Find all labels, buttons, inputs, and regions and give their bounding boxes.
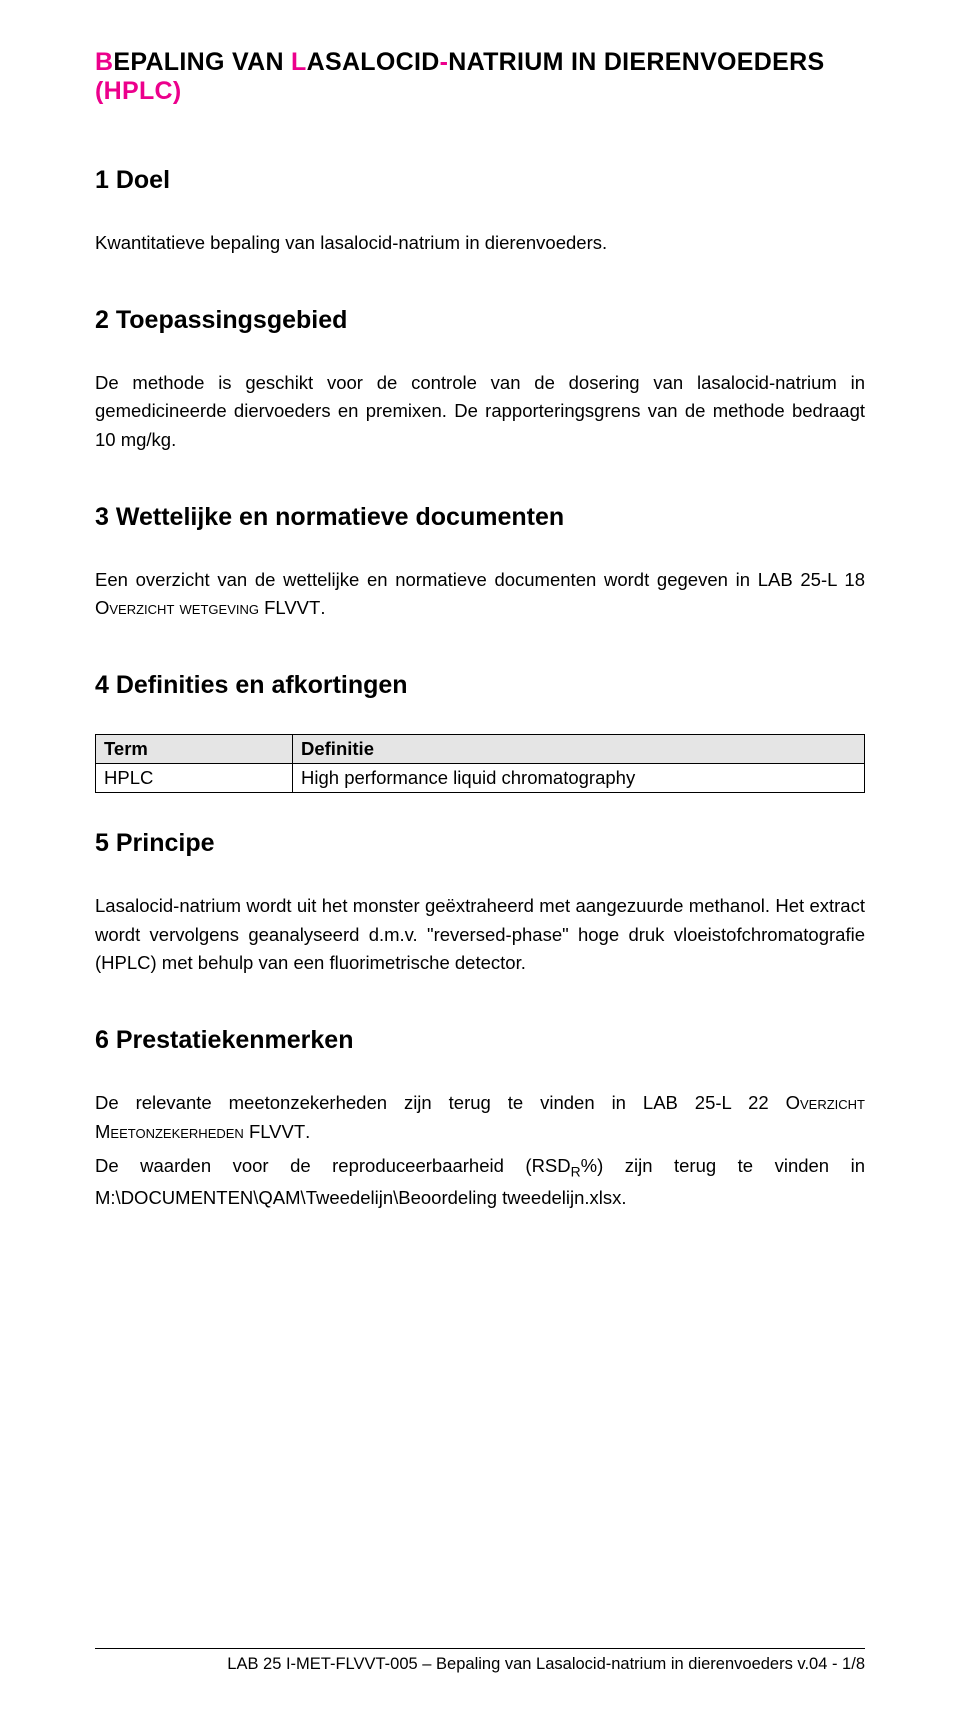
table-header-cell: Term (96, 735, 293, 764)
text: De relevante meetonzekerheden zijn terug… (95, 1092, 786, 1113)
title-part: - (440, 48, 449, 76)
section-1-body: Kwantitatieve bepaling van lasalocid-nat… (95, 229, 865, 258)
text: . (305, 1121, 310, 1142)
section-5-body: Lasalocid-natrium wordt uit het monster … (95, 892, 865, 978)
table-cell: HPLC (96, 764, 293, 793)
footer-divider (95, 1648, 865, 1649)
section-2-heading: 2 Toepassingsgebied (95, 306, 865, 335)
footer-text: LAB 25 I-MET-FLVVT-005 – Bepaling van La… (95, 1655, 865, 1674)
section-4-heading: 4 Definities en afkortingen (95, 671, 865, 700)
text: Een overzicht van de wettelijke en norma… (95, 569, 865, 590)
section-5-heading: 5 Principe (95, 829, 865, 858)
table-cell: High performance liquid chromatography (293, 764, 865, 793)
section-3-heading: 3 Wettelijke en normatieve documenten (95, 503, 865, 532)
title-part: B (95, 48, 113, 76)
title-part: L (291, 48, 307, 76)
text: De waarden voor de reproduceerbaarheid (… (95, 1155, 571, 1176)
page-footer: LAB 25 I-MET-FLVVT-005 – Bepaling van La… (95, 1648, 865, 1674)
table-row: HPLC High performance liquid chromatogra… (96, 764, 865, 793)
section-6-heading: 6 Prestatiekenmerken (95, 1026, 865, 1055)
title-part: (HPLC) (95, 77, 182, 105)
section-1-heading: 1 Doel (95, 166, 865, 195)
section-2-body: De methode is geschikt voor de controle … (95, 369, 865, 455)
section-6-body-1: De relevante meetonzekerheden zijn terug… (95, 1089, 865, 1146)
title-part: NATRIUM IN DIERENVOEDERS (448, 48, 824, 76)
section-6-body-2: De waarden voor de reproduceerbaarheid (… (95, 1152, 865, 1212)
subscript: R (571, 1164, 581, 1180)
section-3-body: Een overzicht van de wettelijke en norma… (95, 566, 865, 623)
text: . (320, 597, 325, 618)
table-header-row: Term Definitie (96, 735, 865, 764)
title-part: EPALING VAN (113, 48, 291, 76)
text-smallcaps: Overzicht wetgeving FLVVT (95, 597, 320, 618)
definitions-table: Term Definitie HPLC High performance liq… (95, 734, 865, 793)
page: BEPALING VAN LASALOCID-NATRIUM IN DIEREN… (0, 0, 960, 1710)
table-header-cell: Definitie (293, 735, 865, 764)
title-part: ASALOCID (307, 48, 440, 76)
document-title: BEPALING VAN LASALOCID-NATRIUM IN DIEREN… (95, 48, 865, 106)
